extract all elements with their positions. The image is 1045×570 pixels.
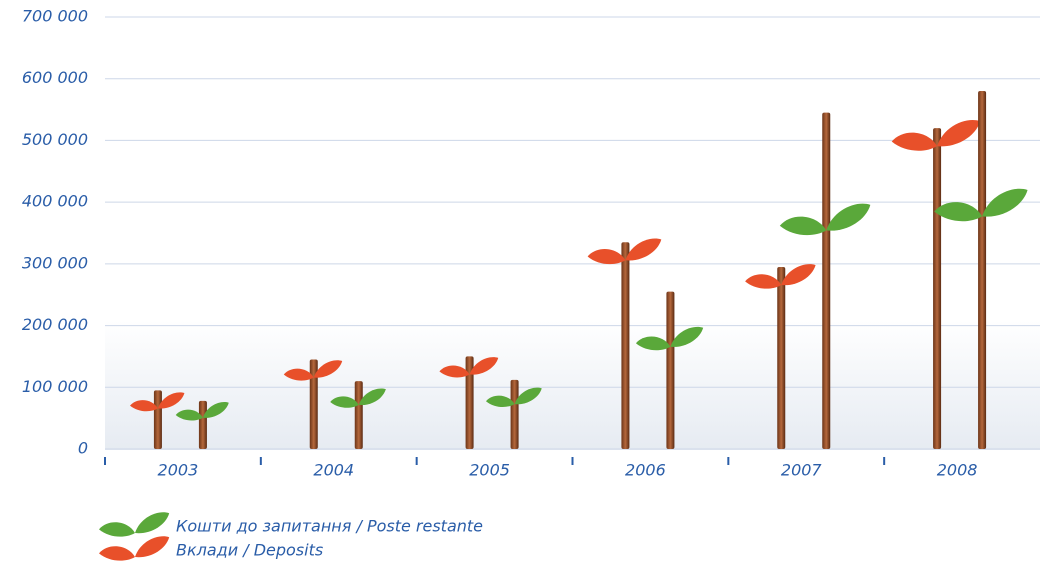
leaf-right: [135, 512, 170, 534]
leaf-right: [670, 326, 704, 347]
x-tick-label: 2007: [781, 461, 823, 480]
leaf-left: [635, 336, 671, 351]
leaf-left: [283, 368, 314, 381]
x-tick-label: 2003: [158, 461, 199, 480]
leaf: [175, 402, 229, 421]
leaf: [99, 536, 170, 561]
leaf-left: [485, 395, 515, 408]
leaf-right: [826, 203, 871, 231]
legend: Кошти до запитання / Poste restante Вклад…: [99, 512, 483, 561]
leaf: [99, 512, 170, 537]
leaf-left: [934, 202, 983, 222]
leaf-right: [514, 387, 542, 405]
stick: [465, 356, 474, 449]
leaf-right: [135, 536, 170, 558]
stick: [933, 128, 942, 450]
stick: [309, 359, 318, 449]
stick: [621, 242, 630, 449]
leaf-left: [891, 132, 938, 151]
x-tick-label: 2008: [937, 461, 978, 480]
legend-label: Кошти до запитання / Poste restante: [176, 517, 483, 536]
leaf-right: [157, 392, 185, 409]
leaf-left: [175, 409, 203, 421]
stick: [822, 112, 831, 450]
leaf: [485, 387, 542, 408]
leaf-right: [469, 357, 499, 375]
leaf-right: [202, 402, 229, 418]
leaf-right: [781, 264, 816, 286]
stick: [510, 379, 519, 449]
y-tick-label: 500 000: [22, 130, 88, 149]
leaf: [745, 264, 816, 289]
leaf: [891, 119, 981, 151]
x-tick-label: 2006: [625, 461, 666, 480]
stick: [777, 266, 786, 449]
y-tick-label: 100 000: [22, 377, 88, 396]
x-tick-label: 2005: [469, 461, 510, 480]
leaf-left: [439, 365, 470, 378]
stick: [354, 381, 363, 449]
stick: [198, 400, 207, 449]
stick: [153, 390, 162, 449]
y-tick-label: 600 000: [22, 68, 88, 87]
leaf-right: [625, 238, 662, 261]
legend-label: Вклади / Deposits: [176, 541, 323, 560]
leaf: [130, 392, 185, 412]
leaf: [587, 238, 662, 265]
leaf-left: [745, 274, 782, 289]
y-tick-label: 0: [78, 439, 88, 458]
leaf: [779, 203, 871, 236]
leaf-left: [99, 546, 135, 561]
leaf: [934, 188, 1028, 222]
leaf: [635, 326, 704, 351]
stick: [666, 291, 675, 449]
leaf-left: [130, 400, 158, 412]
leaf-left: [587, 249, 626, 265]
leaf-left: [99, 522, 135, 537]
y-tick-label: 200 000: [22, 315, 88, 334]
leaf-left: [330, 396, 359, 408]
leaf: [439, 357, 499, 378]
leaf-left: [779, 216, 827, 236]
leaf: [283, 360, 343, 381]
x-tick-label: 2004: [313, 461, 354, 480]
leaf-right: [313, 360, 343, 378]
leaf-right: [937, 119, 981, 147]
y-tick-label: 300 000: [22, 253, 88, 272]
y-tick-label: 400 000: [22, 192, 88, 211]
y-tick-label: 700 000: [22, 7, 88, 26]
floor-shade: [105, 320, 1040, 450]
stick: [978, 91, 987, 450]
leaf: [330, 388, 386, 408]
leaf-right: [982, 188, 1028, 217]
leaf-right: [358, 388, 386, 406]
